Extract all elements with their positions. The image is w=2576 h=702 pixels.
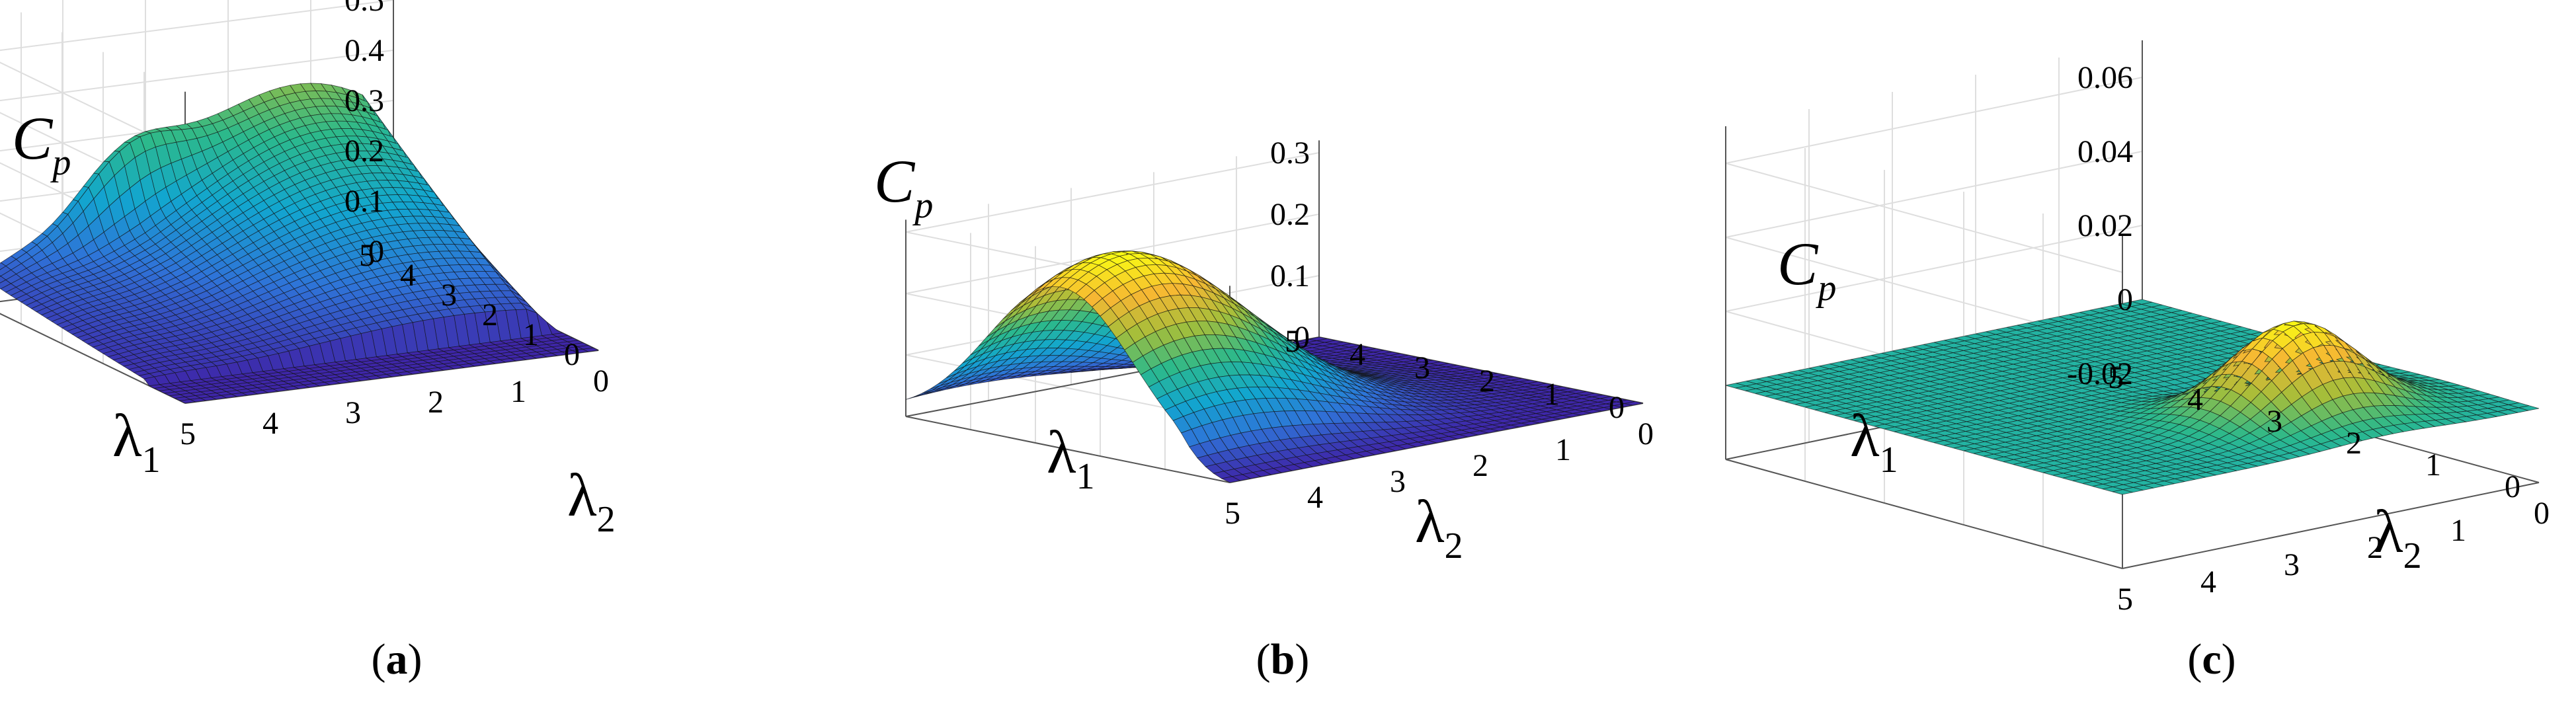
z-tick-label: 0	[368, 234, 384, 269]
surface-patch	[2518, 405, 2540, 411]
x-axis-subscript: 2	[597, 499, 616, 540]
y-axis-subscript: 1	[1076, 456, 1095, 497]
x-tick-label: 4	[1307, 480, 1323, 515]
z-tick-label: 0.2	[344, 134, 384, 169]
z-axis-subscript: p	[50, 142, 71, 183]
y-tick-label: 1	[2425, 448, 2441, 483]
y-tick-label: 5	[2108, 360, 2124, 395]
x-tick-label: 2	[2367, 530, 2383, 565]
y-tick-label: 4	[1349, 337, 1365, 372]
y-tick-label: 5	[359, 238, 375, 273]
z-axis-title: Cp	[874, 147, 933, 226]
y-tick-label: 3	[441, 278, 457, 313]
surface-mesh	[905, 251, 1644, 483]
x-tick-label: 5	[1225, 496, 1240, 531]
y-axis-subscript: 1	[1880, 440, 1898, 481]
y-tick-label: 2	[482, 297, 498, 332]
z-tick-label: 0	[1294, 320, 1310, 355]
y-axis-title: λ1	[112, 402, 161, 481]
x-tick-label: 4	[262, 406, 278, 441]
x-tick-label: 1	[1555, 432, 1571, 467]
caption-a: (a)	[371, 635, 423, 683]
x-tick-label: 4	[2200, 565, 2216, 600]
y-tick-label: 1	[1544, 377, 1560, 412]
x-axis-title: λ2	[567, 461, 616, 540]
y-axis-subscript: 1	[142, 440, 161, 481]
z-tick-label: 0.1	[344, 184, 384, 219]
x-axis-title: λ2	[2374, 498, 2422, 576]
y-tick-label: 0	[1609, 390, 1625, 425]
surface-mesh	[1725, 299, 2540, 495]
surface-patch	[1625, 401, 1644, 406]
x-axis-subscript: 2	[1445, 526, 1463, 566]
y-axis-title: λ1	[1047, 418, 1095, 497]
x-tick-label: 1	[2450, 513, 2466, 548]
x-axis-title: λ2	[1415, 488, 1463, 566]
caption-b: (b)	[1256, 635, 1310, 683]
y-tick-label: 0	[2505, 469, 2520, 504]
y-tick-label: 2	[1479, 364, 1495, 399]
x-tick-label: 3	[345, 395, 361, 430]
x-tick-label: 0	[2534, 496, 2550, 531]
z-axis-subscript: p	[912, 185, 933, 226]
y-tick-label: 4	[2187, 382, 2203, 417]
y-tick-label: 3	[1414, 350, 1430, 385]
y-tick-label: 1	[523, 317, 539, 352]
z-tick-label: 0.04	[2077, 134, 2133, 169]
caption-c: (c)	[2187, 635, 2236, 683]
x-tick-label: 3	[2284, 547, 2300, 582]
panel-c: 0.06 0.04 0.02 0 -0.02 5 4 3 2 1 0 5 4 3 2 1 0 Cp λ2 λ1 (c)	[1719, 0, 2576, 702]
z-axis-subscript: p	[1815, 268, 1836, 309]
z-axis-title: Cp	[1777, 230, 1836, 309]
x-tick-label: 5	[2117, 582, 2133, 617]
x-tick-label: 2	[1472, 448, 1488, 483]
z-axis-title: Cp	[12, 104, 71, 183]
x-tick-label: 0	[1638, 416, 1654, 451]
y-tick-label: 5	[1285, 324, 1301, 359]
x-tick-label: 5	[180, 416, 196, 451]
y-tick-label: 2	[2346, 426, 2362, 461]
surface-mesh	[0, 83, 600, 404]
x-tick-label: 0	[593, 364, 609, 399]
z-tick-label: -0.02	[2067, 356, 2133, 391]
z-tick-label: 0.5	[344, 0, 384, 18]
y-tick-label: 0	[564, 337, 580, 372]
panel-a: 0.5 0.4 0.3 0.2 0.1 0 5 4 3 2 1 0 5 4 3 2 1 0 Cp λ2 λ1 (a)	[0, 0, 860, 702]
z-tick-label: 0.1	[1270, 258, 1310, 293]
y-tick-label: 4	[400, 258, 416, 293]
y-tick-label: 3	[2267, 404, 2282, 439]
surface-patch	[582, 347, 600, 352]
x-tick-label: 2	[428, 385, 444, 420]
z-tick-label: 0.06	[2077, 60, 2133, 95]
x-tick-label: 1	[510, 374, 526, 409]
z-tick-label: 0	[2117, 282, 2133, 317]
z-tick-label: 0.3	[344, 83, 384, 118]
panel-b: 0.3 0.2 0.1 0 5 4 3 2 1 0 5 4 3 2 1 0 Cp λ2 λ1 (b)	[860, 0, 1719, 702]
x-axis-subscript: 2	[2403, 535, 2422, 576]
z-tick-label: 0.2	[1270, 197, 1310, 232]
x-tick-label: 3	[1390, 464, 1406, 499]
z-tick-label: 0.4	[344, 33, 384, 68]
z-tick-label: 0.3	[1270, 136, 1310, 171]
z-tick-label: 0.02	[2077, 208, 2133, 243]
